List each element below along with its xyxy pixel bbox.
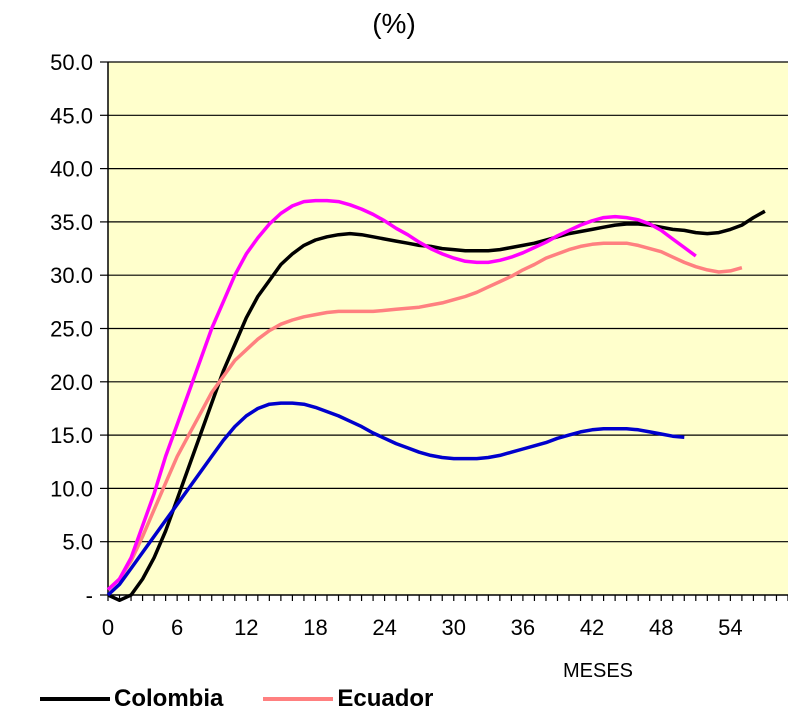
y-tick-label: 45.0 — [50, 103, 93, 128]
y-tick-label: - — [86, 583, 93, 608]
x-tick-label: 18 — [303, 615, 327, 640]
x-tick-label: 12 — [234, 615, 258, 640]
legend-swatch-colombia — [40, 697, 110, 701]
y-tick-label: 5.0 — [62, 530, 93, 555]
x-tick-label: 24 — [372, 615, 396, 640]
x-axis-label: MESES — [563, 660, 633, 682]
x-tick-label: 0 — [102, 615, 114, 640]
y-tick-label: 35.0 — [50, 210, 93, 235]
x-tick-label: 42 — [580, 615, 604, 640]
series-lines — [106, 198, 766, 603]
x-tick-label: 48 — [649, 615, 673, 640]
y-tick-label: 50.0 — [50, 50, 93, 75]
series-line-series-4 — [106, 401, 685, 597]
y-tick-label: 10.0 — [50, 476, 93, 501]
y-tick-label: 40.0 — [50, 157, 93, 182]
y-tick-label: 15.0 — [50, 423, 93, 448]
x-tick-label: 36 — [511, 615, 535, 640]
legend: Colombia Ecuador — [40, 685, 433, 713]
y-tick-label: 30.0 — [50, 263, 93, 288]
x-tick-label: 6 — [171, 615, 183, 640]
legend-item-colombia: Colombia — [40, 685, 223, 713]
chart-title: (%) — [372, 8, 416, 39]
x-tick-label: 30 — [442, 615, 466, 640]
gridlines — [108, 61, 788, 543]
series-line-series-3 — [106, 198, 697, 591]
legend-label-colombia: Colombia — [114, 685, 224, 712]
series-line-ecuador — [106, 241, 743, 591]
y-axis: - 5.0 10.0 15.0 20.0 25.0 30.0 35.0 40.0 45.0 50.0 — [50, 50, 109, 608]
legend-label-ecuador: Ecuador — [337, 685, 434, 712]
legend-swatch-ecuador — [263, 697, 334, 701]
legend-item-ecuador: Ecuador — [263, 685, 433, 713]
y-tick-label: 20.0 — [50, 370, 93, 395]
x-axis: 0 6 12 18 24 30 36 42 48 54 — [102, 594, 788, 640]
x-tick-label: 54 — [718, 615, 742, 640]
y-tick-label: 25.0 — [50, 317, 93, 342]
